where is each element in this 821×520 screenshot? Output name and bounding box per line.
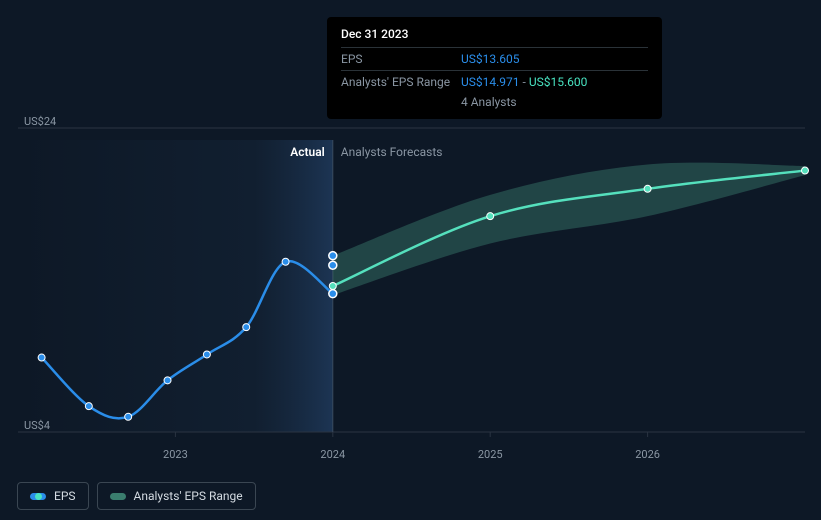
forecast-marker — [802, 167, 809, 174]
forecast-marker — [329, 283, 336, 290]
legend-swatch — [30, 493, 46, 500]
eps-forecast-chart: US$24 US$4 2023 2024 2025 2026 Actual Analysts … — [0, 0, 821, 520]
forecast-label: Analysts Forecasts — [341, 145, 443, 159]
tooltip-analyst-count: 4 Analysts — [341, 93, 648, 109]
eps-marker — [125, 413, 132, 420]
tooltip-date: Dec 31 2023 — [341, 27, 648, 41]
legend-label: Analysts' EPS Range — [134, 489, 243, 503]
legend-item[interactable]: EPS — [17, 482, 89, 510]
x-axis-label: 2026 — [635, 448, 660, 461]
eps-marker — [85, 403, 92, 410]
eps-marker — [38, 354, 45, 361]
x-axis-label: 2024 — [320, 448, 345, 461]
highlight-marker — [329, 252, 337, 260]
legend-dot-icon — [35, 493, 42, 500]
tooltip-range-row: Analysts' EPS Range US$14.971 - US$15.60… — [341, 70, 648, 93]
eps-marker — [243, 324, 250, 331]
y-axis-label: US$24 — [24, 115, 56, 128]
tooltip-row-label: EPS — [341, 52, 461, 66]
tooltip-range-high: US$15.600 — [529, 75, 588, 89]
eps-marker — [282, 258, 289, 265]
highlight-marker — [329, 290, 337, 298]
forecast-range-area — [333, 163, 805, 296]
tooltip-range-sep: - — [520, 75, 529, 89]
legend-dot-icon — [114, 493, 121, 500]
tooltip-range-low: US$14.971 — [461, 75, 520, 89]
eps-marker — [203, 351, 210, 358]
chart-tooltip: Dec 31 2023 EPSUS$13.605 Analysts' EPS R… — [327, 17, 662, 119]
y-axis-label: US$4 — [24, 419, 50, 432]
eps-marker — [164, 377, 171, 384]
x-axis-label: 2025 — [478, 448, 503, 461]
actual-region — [18, 140, 333, 432]
x-axis-label: 2023 — [163, 448, 188, 461]
chart-legend: EPS Analysts' EPS Range — [17, 482, 256, 510]
legend-item[interactable]: Analysts' EPS Range — [97, 482, 256, 510]
forecast-marker — [487, 213, 494, 220]
actual-label: Actual — [290, 145, 325, 159]
legend-label: EPS — [54, 489, 76, 503]
tooltip-range-label: Analysts' EPS Range — [341, 75, 461, 89]
tooltip-row-value: US$13.605 — [461, 52, 520, 66]
forecast-marker — [644, 185, 651, 192]
tooltip-row: EPSUS$13.605 — [341, 47, 648, 70]
tooltip-range-value: US$14.971 - US$15.600 — [461, 75, 587, 89]
legend-swatch — [110, 493, 126, 500]
highlight-marker — [329, 261, 337, 269]
